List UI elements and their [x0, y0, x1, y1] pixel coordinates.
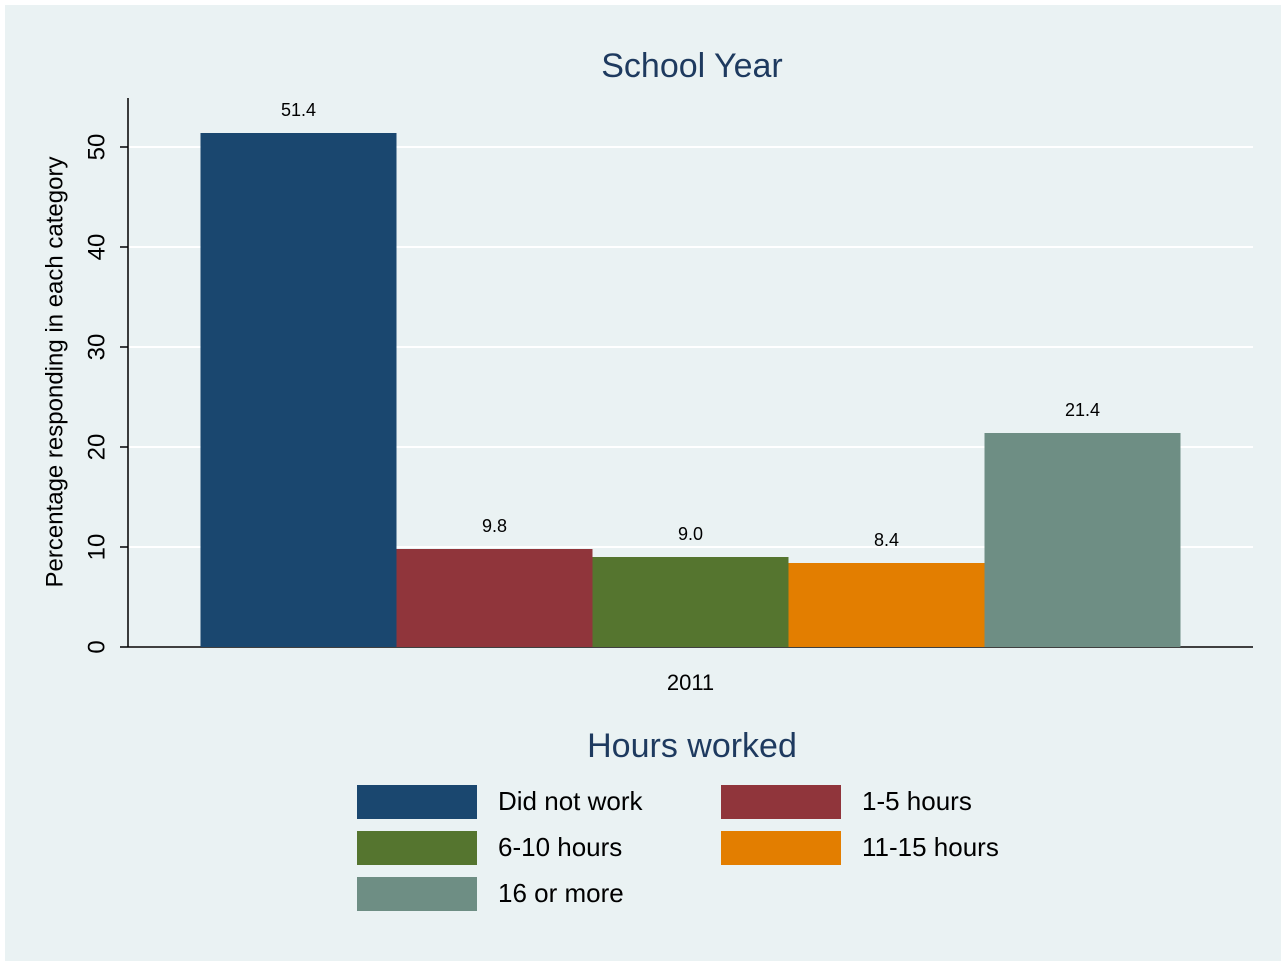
legend-label: 11-15 hours [862, 832, 999, 862]
value-label: 51.4 [281, 100, 316, 120]
value-label: 9.0 [678, 524, 703, 544]
y-tick-label: 50 [83, 134, 110, 161]
x-tick-label: 2011 [667, 670, 714, 695]
bar [788, 563, 985, 647]
legend-swatch [357, 785, 477, 819]
legend-label: 16 or more [498, 878, 624, 908]
legend-title: Hours worked [587, 727, 797, 765]
y-tick-label: 30 [83, 334, 110, 361]
bar [592, 557, 789, 647]
value-label: 8.4 [874, 530, 899, 550]
bar [200, 133, 397, 647]
y-tick-label: 0 [83, 640, 110, 653]
legend-label: 1-5 hours [862, 786, 972, 816]
y-axis-label: Percentage responding in each category [41, 157, 68, 588]
legend-label: 6-10 hours [498, 832, 622, 862]
legend-swatch [357, 831, 477, 865]
legend-label: Did not work [498, 786, 643, 816]
bar [396, 549, 593, 647]
y-tick-label: 10 [83, 534, 110, 561]
legend-swatch [721, 785, 841, 819]
chart-title: School Year [601, 47, 783, 85]
bar [984, 433, 1181, 647]
legend-swatch [721, 831, 841, 865]
value-label: 21.4 [1065, 400, 1100, 420]
y-tick-label: 40 [83, 234, 110, 261]
y-tick-label: 20 [83, 434, 110, 461]
value-label: 9.8 [482, 516, 507, 536]
legend-swatch [357, 877, 477, 911]
